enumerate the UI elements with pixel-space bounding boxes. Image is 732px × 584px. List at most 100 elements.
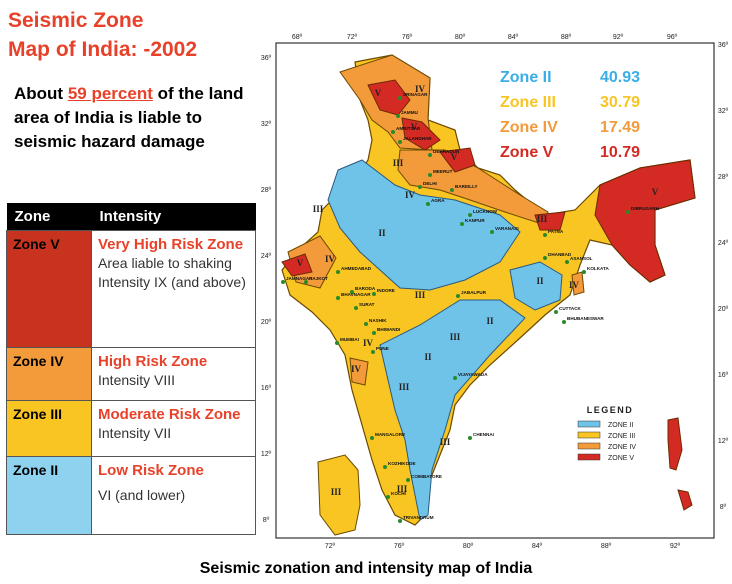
city-label: BARODA (355, 286, 376, 291)
header-zone: Zone (6, 203, 92, 231)
zone-v-uttarakhand (439, 147, 476, 173)
about-post: of the land area of India is liable to s… (14, 84, 244, 151)
city-dot (428, 153, 432, 157)
city-label: MANGALORE (375, 432, 405, 437)
city-dot (453, 376, 457, 380)
city-label: SURAT (359, 302, 375, 307)
city-dot (386, 495, 390, 499)
city-dot (335, 341, 339, 345)
zone-roman-label: II (378, 228, 386, 238)
top-tick: 76º (402, 34, 413, 41)
figure-caption: Seismic zonation and intensity map of In… (199, 560, 533, 577)
risk-desc: VI (and lower) (98, 487, 186, 503)
city-dot (565, 260, 569, 264)
city-dot (398, 519, 402, 523)
city-label: JALANDHAR (403, 136, 432, 141)
city-dot (372, 292, 376, 296)
city-label: INDORE (377, 288, 395, 293)
city-dot (370, 436, 374, 440)
nicobar-islands (677, 489, 693, 511)
top-tick: 88º (561, 34, 572, 41)
legend-label: ZONE IV (608, 444, 636, 451)
city-label: DEHRADUN (433, 149, 460, 154)
city-dot (460, 222, 464, 226)
city-label: AHMEDABAD (341, 266, 372, 271)
city-dot (304, 280, 308, 284)
city-label: CHENNAI (473, 432, 494, 437)
city-label: ASANSOL (570, 256, 593, 261)
city-label: KOZHIKODE (388, 461, 416, 466)
zone-cell: Zone II (6, 456, 92, 535)
zone-percent-stats: Zone II 40.93 Zone III 30.79 Zone IV 17.49 Zon… (500, 69, 640, 161)
city-dot (371, 350, 375, 354)
zone-intensity-table: Zone Intensity Zone V Very High Risk Zon… (6, 203, 256, 535)
top-tick: 92º (613, 34, 624, 41)
zone-roman-label: V (411, 122, 418, 132)
legend-label: ZONE III (608, 433, 635, 440)
risk-label: High Risk Zone (98, 353, 208, 370)
zone-v-kashmir (367, 79, 411, 116)
zone-iv-koyna (349, 357, 369, 386)
city-label: BHIWANDI (377, 327, 400, 332)
risk-desc: Intensity VIII (98, 372, 176, 388)
stat-zone-value: 40.93 (600, 69, 640, 86)
zone-roman-label: III (537, 214, 548, 224)
city-dot (543, 256, 547, 260)
about-pre: About (14, 84, 68, 103)
table-row: Zone V Very High Risk Zone Area liable t… (6, 230, 256, 348)
city-dot (418, 185, 422, 189)
city-dot (372, 331, 376, 335)
header-intensity: Intensity (91, 203, 256, 231)
zone-roman-label: III (415, 290, 426, 300)
city-dot (626, 210, 630, 214)
zone-cell: Zone IV (6, 347, 92, 401)
city-label: JAMMU (401, 110, 419, 115)
risk-label: Low Risk Zone (98, 462, 204, 479)
city-label: BAREILLY (455, 184, 478, 189)
risk-desc: Intensity VII (98, 425, 172, 441)
city-label: DHANBAD (548, 252, 572, 257)
top-tick: 96º (667, 34, 678, 41)
zone-v-himachal (401, 117, 441, 151)
table-row: Zone II Low Risk Zone VI (and lower) (6, 456, 256, 535)
city-dot (428, 173, 432, 177)
city-label: KOCHI (391, 491, 406, 496)
city-label: KOLKATA (587, 266, 609, 271)
page-title: Seismic Zone Map of India: -2002 (8, 6, 197, 64)
zone-ii-central (327, 159, 521, 291)
city-label: BHUBANESWAR (567, 316, 604, 321)
city-dot (396, 114, 400, 118)
city-label: RAJKOT (309, 276, 328, 281)
risk-label: Very High Risk Zone (98, 236, 244, 253)
zone-roman-label: IV (351, 364, 362, 374)
city-label: BHAVNAGAR (341, 292, 371, 297)
legend-title: LEGEND (587, 405, 634, 415)
city-label: AMRITSAR (396, 126, 421, 131)
city-dot (426, 202, 430, 206)
left-tick: 8º (263, 517, 270, 524)
right-tick: 8º (720, 504, 727, 511)
legend-swatch (577, 431, 601, 439)
city-label: MUMBAI (340, 337, 359, 342)
city-label: SRINAGAR (403, 92, 428, 97)
zone-roman-label: III (393, 158, 404, 168)
city-label: PUNE (376, 346, 389, 351)
table-row: Zone IV High Risk Zone Intensity VIII (6, 347, 256, 401)
city-label: NASHIK (369, 318, 387, 323)
stat-zone-value: 10.79 (600, 144, 640, 161)
zone-ii-chhota-nagpur (509, 261, 563, 311)
right-tick: 20º (718, 306, 729, 313)
title-line-2: Map of India: -2002 (8, 38, 198, 61)
stat-zone-label: Zone II (500, 69, 552, 86)
zone-roman-label: II (424, 352, 432, 362)
bottom-tick: 76º (394, 543, 405, 550)
top-tick: 84º (508, 34, 519, 41)
city-dot (450, 188, 454, 192)
city-label: VARANASI (495, 226, 519, 231)
left-tick: 16º (261, 385, 272, 392)
city-dot (468, 213, 472, 217)
zone-iv-east (571, 271, 585, 296)
city-label: DELHI (423, 181, 437, 186)
legend-label: ZONE II (608, 422, 633, 429)
zone-roman-label: V (297, 258, 304, 268)
